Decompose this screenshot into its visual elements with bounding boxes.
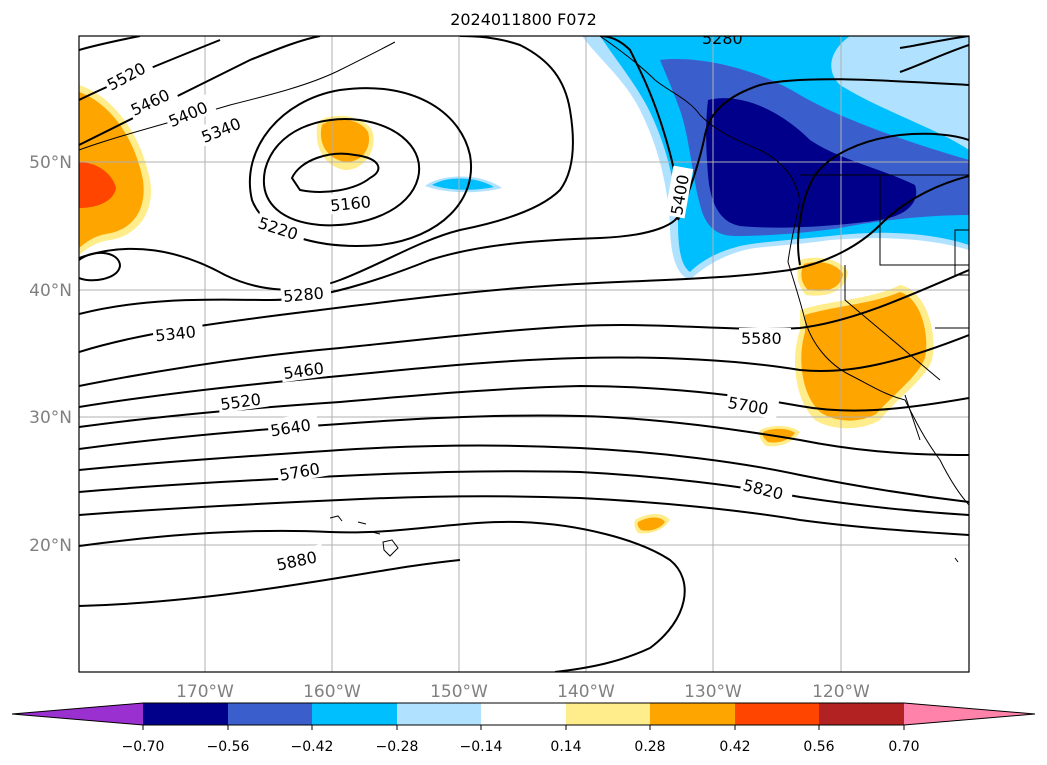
map-title: 2024011800 F072 bbox=[450, 10, 597, 29]
contour-label: 5580 bbox=[741, 329, 782, 348]
map-panel: 5520 5460 5400 5340 5160 5220 5280 5340 … bbox=[79, 29, 969, 672]
contour-label: 5760 bbox=[278, 459, 321, 485]
colorbar-tick-label: −0.56 bbox=[207, 739, 250, 755]
lon-label: 120°W bbox=[812, 682, 870, 702]
lat-label: 20°N bbox=[29, 536, 72, 556]
colorbar-segment bbox=[143, 703, 228, 725]
contour-label: 5820 bbox=[741, 475, 785, 503]
colorbar-segment bbox=[650, 703, 735, 725]
colorbar-segment bbox=[481, 703, 566, 725]
colorbar-segment bbox=[397, 703, 481, 725]
lat-label: 40°N bbox=[29, 281, 72, 301]
colorbar-tick-label: −0.70 bbox=[122, 739, 165, 755]
colorbar-tick-label: −0.14 bbox=[460, 739, 503, 755]
latitude-labels: 50°N 40°N 30°N 20°N bbox=[29, 153, 72, 556]
contour-label: 5280 bbox=[282, 283, 324, 305]
colorbar-tick-label: 0.42 bbox=[719, 739, 750, 755]
contour-label: 5340 bbox=[154, 322, 196, 345]
longitude-labels: 170°W 160°W 150°W 140°W 130°W 120°W bbox=[176, 682, 870, 702]
contour-label: 5220 bbox=[256, 213, 301, 244]
colorbar-extend-high bbox=[904, 703, 1035, 725]
gridlines bbox=[79, 36, 969, 672]
contour-label: 5880 bbox=[275, 547, 319, 574]
lat-label: 50°N bbox=[29, 153, 72, 173]
contour-label: 5700 bbox=[726, 393, 769, 419]
lon-label: 160°W bbox=[303, 682, 361, 702]
colorbar-tick-label: 0.14 bbox=[550, 739, 581, 755]
colorbar-segment bbox=[735, 703, 819, 725]
colorbar-tick-label: −0.28 bbox=[376, 739, 419, 755]
colorbar-tick-label: −0.42 bbox=[291, 739, 334, 755]
lon-label: 130°W bbox=[684, 682, 742, 702]
colorbar-segment bbox=[228, 703, 312, 725]
contour-label: 5160 bbox=[329, 192, 371, 215]
lat-label: 30°N bbox=[29, 408, 72, 428]
coastlines bbox=[79, 36, 969, 563]
map-frame bbox=[78, 35, 970, 673]
colorbar-tick-label: 0.28 bbox=[634, 739, 665, 755]
lon-label: 140°W bbox=[557, 682, 615, 702]
colorbar-extend-low bbox=[12, 703, 143, 725]
colorbar-segment bbox=[566, 703, 650, 725]
colorbar-segment bbox=[819, 703, 904, 725]
contour-label: 5280 bbox=[702, 29, 743, 48]
colorbar-tick-label: 0.56 bbox=[803, 739, 834, 755]
contour-label-group: 5520 5460 5400 5340 5160 5220 5280 5340 … bbox=[101, 29, 795, 575]
colorbar: −0.70 −0.56 −0.42 −0.28 −0.14 0.14 0.28 … bbox=[11, 702, 1036, 755]
colorbar-segment bbox=[312, 703, 397, 725]
lon-label: 170°W bbox=[176, 682, 234, 702]
height-contours bbox=[79, 36, 969, 672]
colorbar-tick-label: 0.70 bbox=[888, 739, 919, 755]
lon-label: 150°W bbox=[430, 682, 488, 702]
